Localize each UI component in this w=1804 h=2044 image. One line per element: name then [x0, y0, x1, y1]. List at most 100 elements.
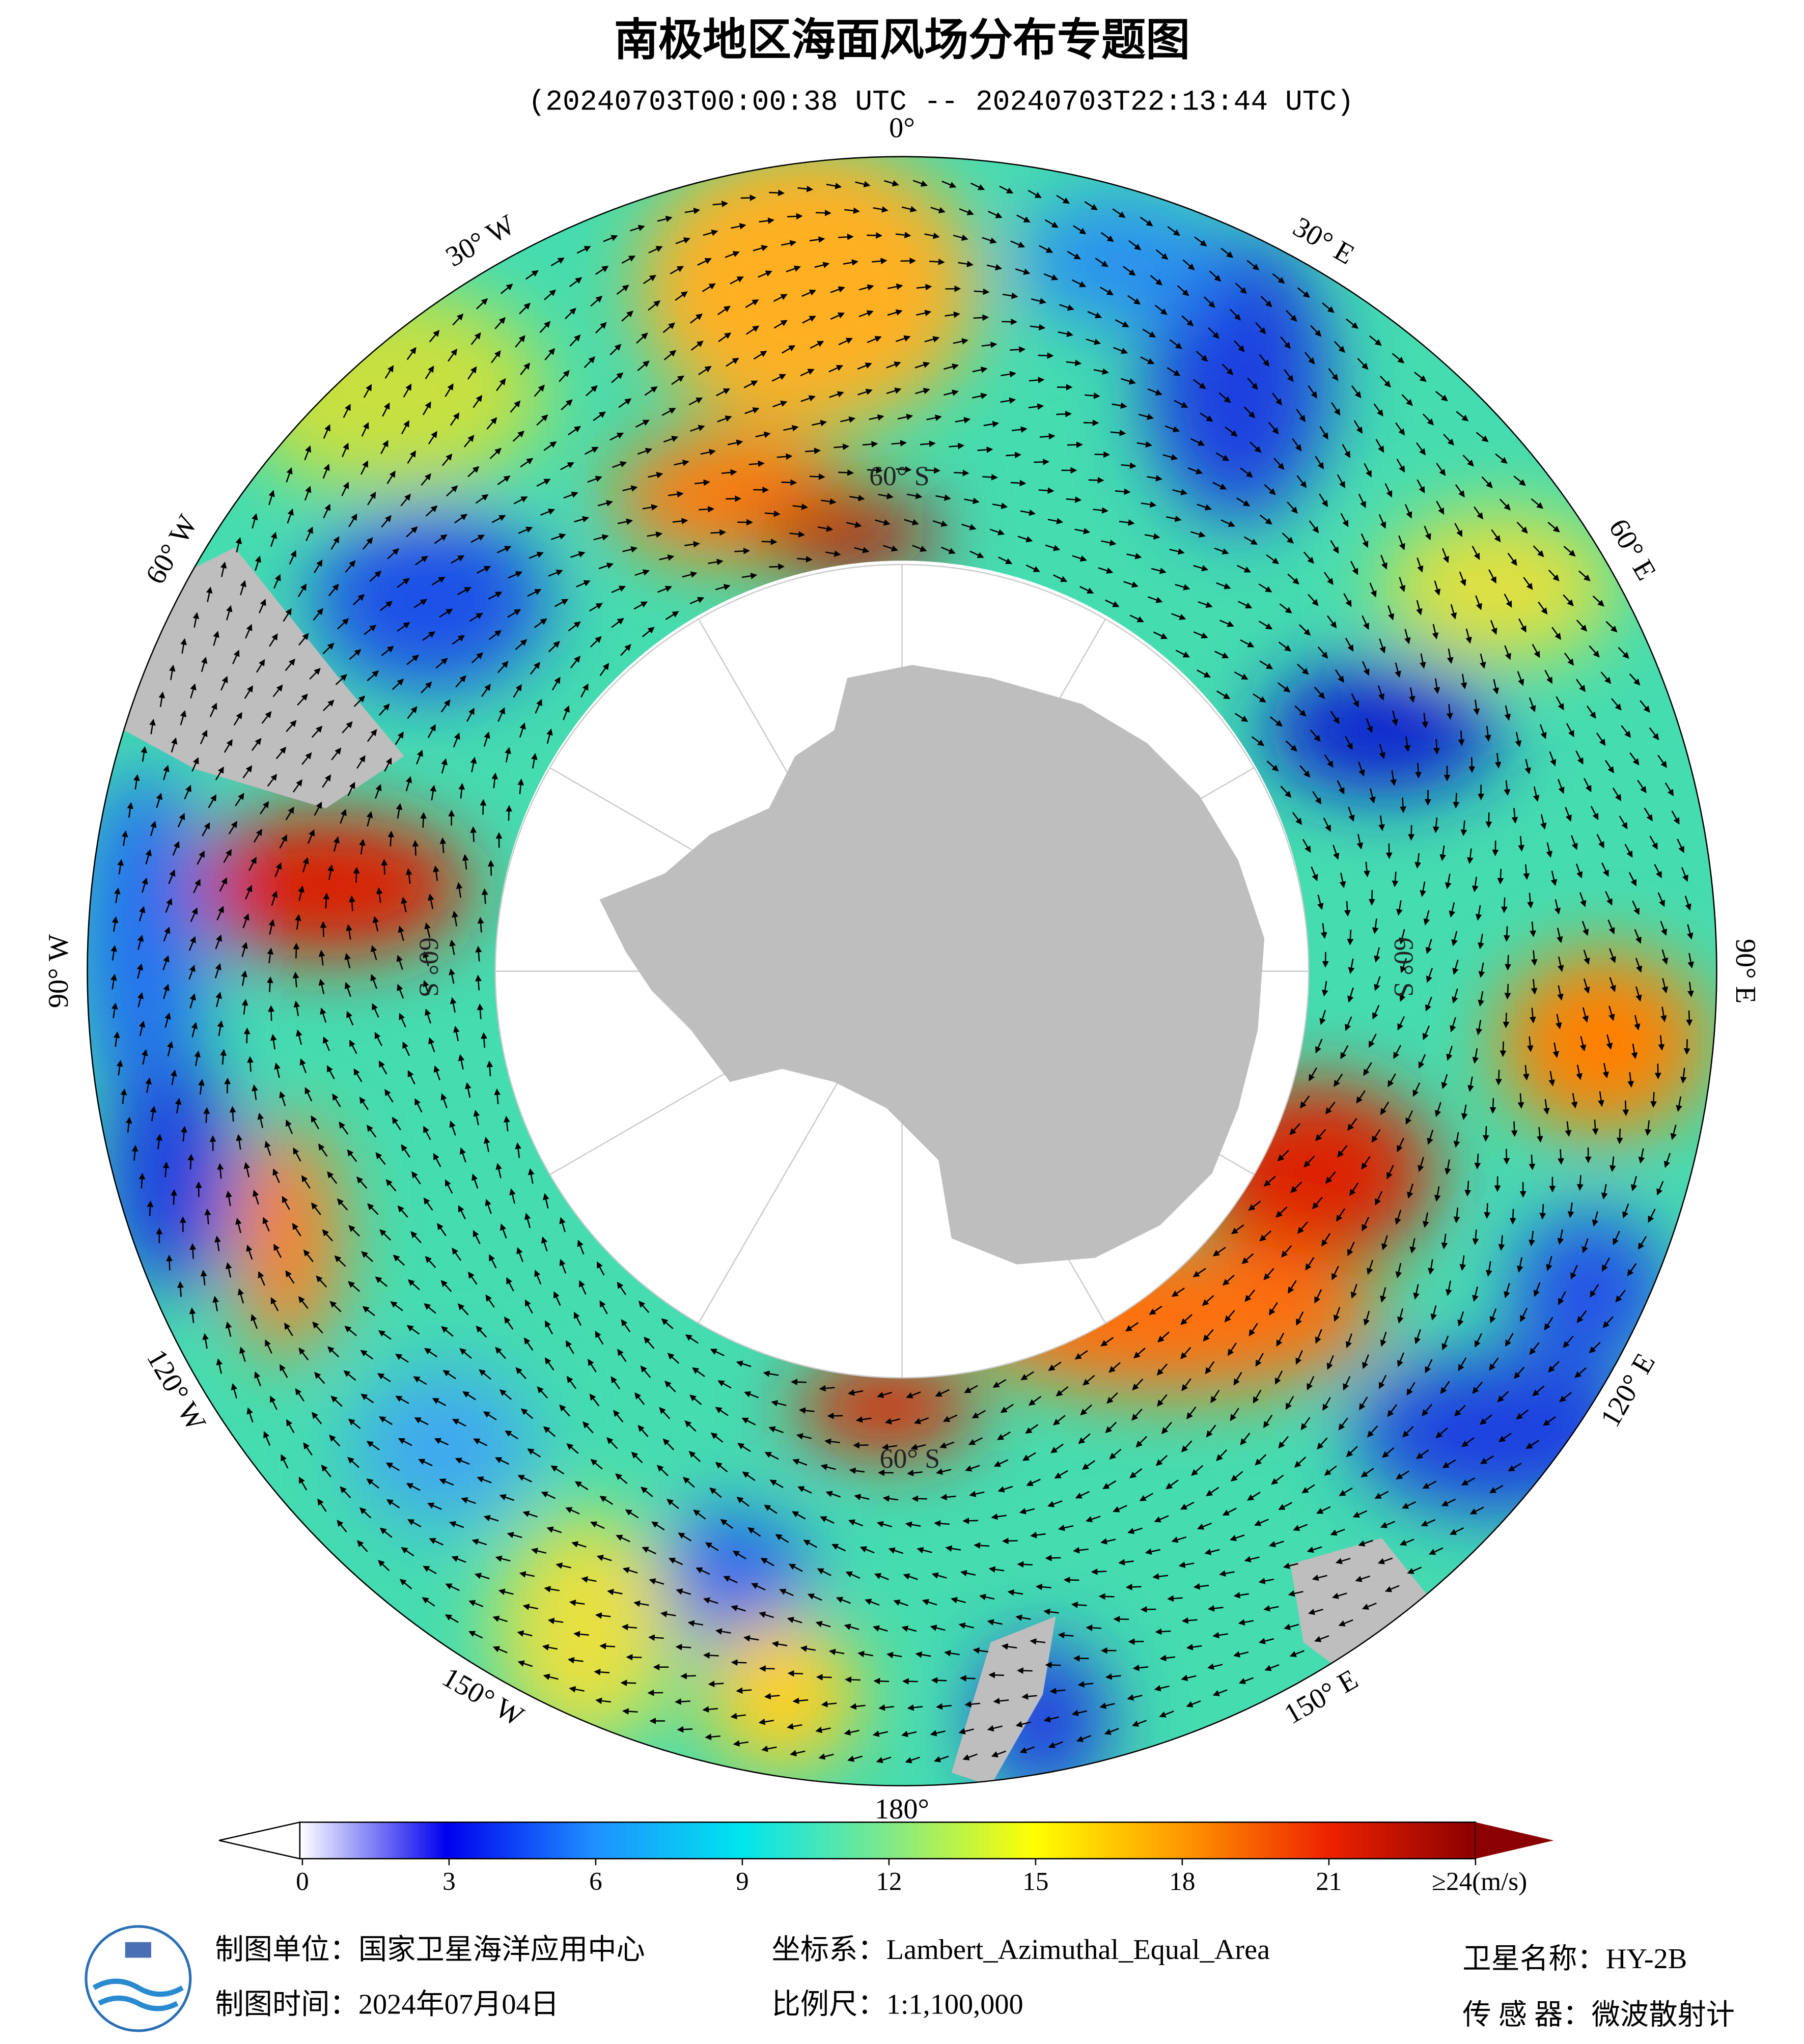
wind-arrow [1390, 770, 1397, 786]
wind-arrow [517, 778, 524, 794]
wind-arrow [955, 417, 971, 424]
wind-arrow [1576, 1175, 1584, 1191]
wind-arrow [506, 1277, 514, 1292]
wind-arrow [1113, 1505, 1127, 1513]
wind-arrow [1056, 1386, 1069, 1397]
wind-arrow [1214, 651, 1229, 659]
wind-arrow [1038, 352, 1054, 359]
wind-arrow [1149, 1305, 1162, 1315]
wind-arrow [1325, 1171, 1336, 1184]
wind-arrow [424, 922, 431, 938]
wind-arrow [1072, 555, 1087, 562]
wind-arrow [1350, 1283, 1357, 1299]
wind-arrow [741, 1417, 756, 1425]
wind-arrow [633, 601, 648, 610]
wind-arrow [1392, 872, 1399, 887]
wind-arrow [1175, 583, 1190, 591]
wind-arrow [440, 1280, 452, 1292]
wind-arrow [925, 467, 941, 474]
wind-arrow [452, 1247, 462, 1261]
wind-arrow [523, 1337, 534, 1351]
wind-arrow [1295, 1350, 1303, 1365]
wind-arrow [1433, 739, 1440, 755]
wind-arrow [977, 446, 993, 453]
wind-arrow [405, 776, 412, 792]
wind-arrow [497, 707, 505, 722]
wind-arrow [470, 757, 477, 773]
wind-arrow [1258, 583, 1272, 593]
wind-arrow [1461, 1104, 1468, 1120]
wind-arrow [1336, 1208, 1345, 1222]
wind-arrow [440, 699, 451, 713]
wind-arrow [372, 1003, 379, 1018]
wind-arrow [378, 1060, 387, 1075]
wind-arrow [544, 1357, 554, 1371]
wind-arrow [374, 1031, 382, 1046]
wind-arrow [1381, 1235, 1388, 1250]
footer-text: 卫星名称：HY-2B [1462, 1943, 1687, 1975]
colorbar-tick-label: 3 [442, 1867, 456, 1896]
wind-arrow [563, 705, 570, 720]
wind-arrow [834, 443, 850, 450]
wind-arrow [570, 551, 586, 558]
wind-arrow [869, 414, 884, 421]
wind-arrow [1395, 1263, 1402, 1278]
wind-arrow [1186, 1406, 1197, 1420]
wind-arrow [1220, 519, 1235, 527]
wind-arrow [1278, 682, 1291, 693]
lat-label: 60° S [413, 937, 444, 998]
wind-arrow [825, 550, 841, 557]
wind-arrow [763, 1370, 779, 1377]
colorbar-under [218, 1821, 301, 1860]
wind-arrow [1259, 1230, 1272, 1242]
wind-arrow [1282, 533, 1294, 544]
wind-arrow [1500, 1041, 1507, 1057]
wind-arrow [1369, 788, 1376, 804]
wind-arrow [590, 636, 602, 648]
wind-arrow [1269, 716, 1283, 727]
wind-arrow [848, 1389, 864, 1396]
logo [85, 1925, 192, 2032]
wind-arrow [1148, 596, 1163, 603]
wind-arrow [1219, 620, 1234, 627]
wind-arrow [1558, 1149, 1564, 1165]
wind-arrow [883, 545, 898, 552]
wind-arrow [1299, 765, 1311, 778]
wind-arrow [1197, 503, 1212, 511]
wind-arrow [1397, 1016, 1405, 1031]
wind-arrow [1503, 1149, 1510, 1165]
wind-arrow [1214, 547, 1229, 555]
wind-arrow [433, 1153, 441, 1167]
wind-arrow [1374, 947, 1380, 963]
wind-arrow [949, 442, 965, 450]
wind-arrow [1243, 536, 1258, 545]
wind-arrow [247, 1056, 254, 1072]
wind-arrow [476, 1325, 487, 1338]
wind-arrow [727, 439, 743, 446]
wind-arrow [1309, 1067, 1317, 1081]
wind-arrow [613, 1410, 624, 1422]
wind-arrow [1231, 1224, 1244, 1235]
wind-arrow [1171, 613, 1186, 620]
wind-arrow [1135, 1436, 1147, 1448]
wind-arrow [1224, 1310, 1235, 1323]
wind-arrow [1067, 441, 1083, 448]
wind-arrow [1202, 1295, 1214, 1306]
wind-arrow [1022, 1452, 1036, 1461]
wind-arrow [554, 599, 569, 607]
wind-arrow [1321, 1233, 1331, 1247]
wind-arrow [570, 655, 581, 668]
wind-arrow [1324, 754, 1334, 768]
wind-arrow [935, 494, 951, 501]
wind-arrow [1028, 403, 1044, 410]
wind-arrow [1302, 838, 1311, 853]
wind-arrow [667, 1353, 680, 1364]
wind-arrow [1038, 487, 1054, 494]
lon-label: 180° [875, 1794, 929, 1825]
wind-arrow [435, 658, 448, 669]
wind-arrow [1303, 1156, 1315, 1168]
wind-arrow [1020, 509, 1036, 516]
colorbar-tick-label: 21 [1316, 1867, 1342, 1896]
wind-arrow [395, 731, 404, 745]
wind-arrow [708, 558, 724, 566]
